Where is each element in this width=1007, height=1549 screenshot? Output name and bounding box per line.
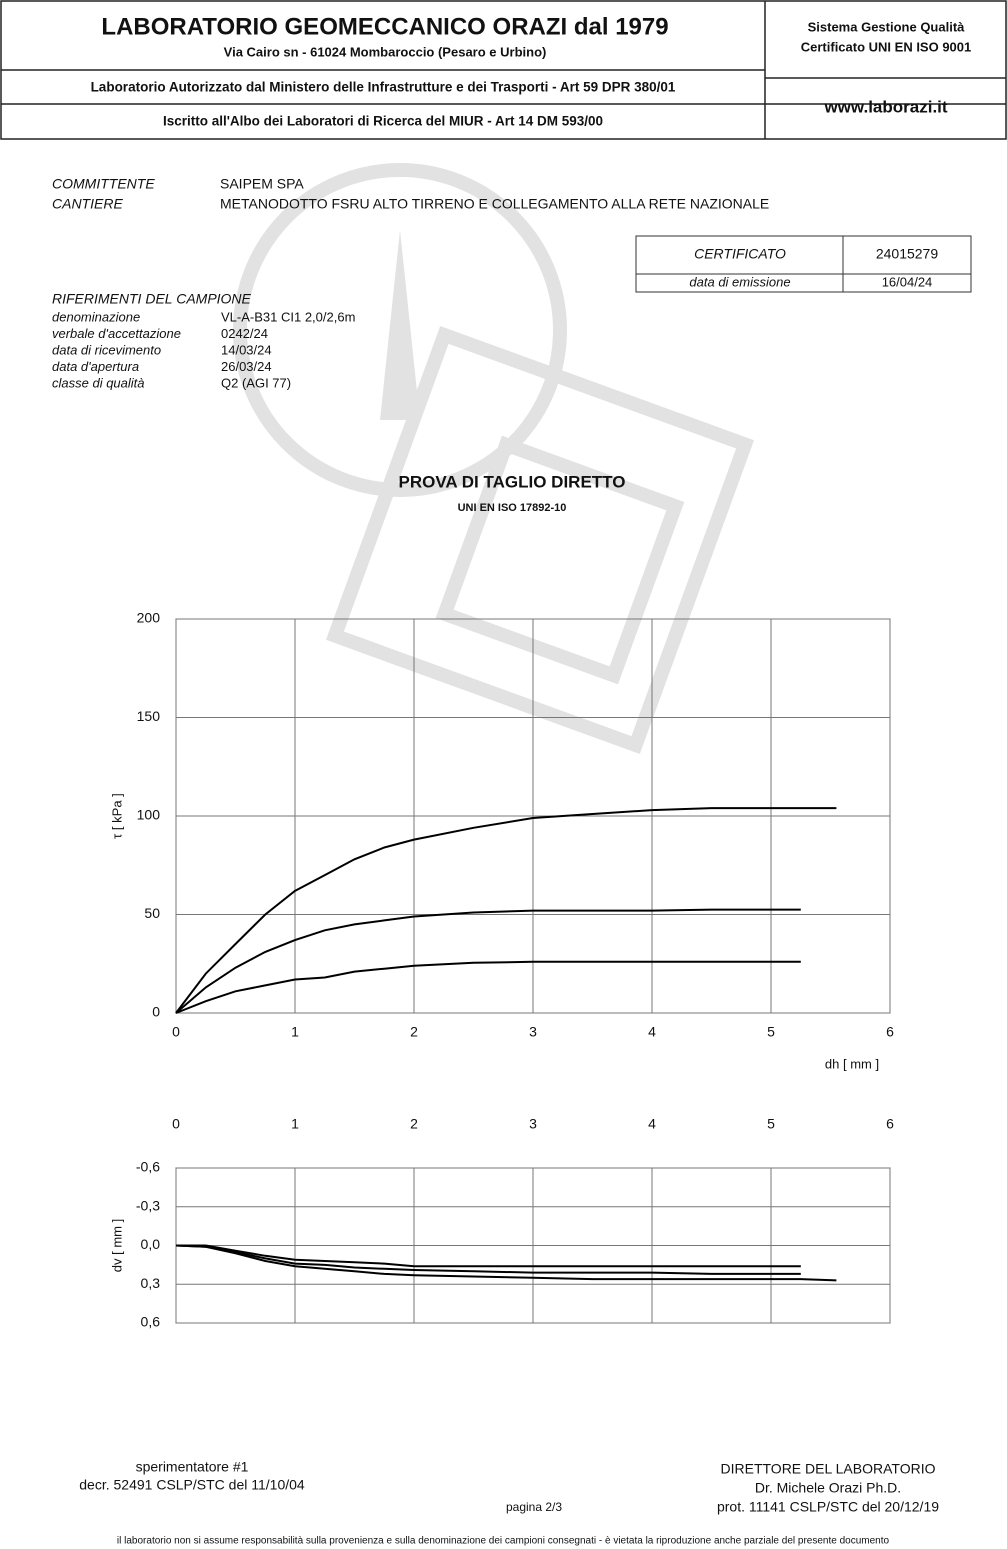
x-tick-label: 0 xyxy=(172,1116,180,1132)
director: Dr. Michele Orazi Ph.D. xyxy=(755,1480,901,1496)
lab-address: Via Cairo sn - 61024 Mombaroccio (Pesaro… xyxy=(224,44,547,59)
sample-label: classe di qualità xyxy=(52,375,145,390)
quality: Certificato UNI EN ISO 9001 xyxy=(801,39,972,54)
y-tick-label: 0,6 xyxy=(141,1314,161,1330)
sample-label: verbale d'accettazione xyxy=(52,326,181,341)
certificate-label: data di emissione xyxy=(689,274,790,289)
certificate-value: 24015279 xyxy=(876,246,939,262)
sample-value: VL-A-B31 CI1 2,0/2,6m xyxy=(221,309,355,324)
y-tick-label: -0,6 xyxy=(136,1159,160,1175)
watermark xyxy=(240,170,745,745)
x-tick-label: 6 xyxy=(886,1024,894,1040)
y-tick-label: 0,3 xyxy=(141,1275,161,1291)
x-tick-label: 4 xyxy=(648,1116,656,1132)
x-axis-label: dh [ mm ] xyxy=(825,1056,879,1071)
sample-label: denominazione xyxy=(52,309,140,324)
x-tick-label: 4 xyxy=(648,1024,656,1040)
x-tick-label: 6 xyxy=(886,1116,894,1132)
x-tick-label: 3 xyxy=(529,1024,537,1040)
disclaimer: il laboratorio non si assume responsabil… xyxy=(117,1536,890,1547)
page-number: pagina 2/3 xyxy=(506,1500,562,1514)
data-line xyxy=(176,1246,801,1267)
client-value: SAIPEM SPA xyxy=(220,176,304,192)
x-tick-label: 2 xyxy=(410,1116,418,1132)
y-tick-label: -0,3 xyxy=(136,1197,160,1213)
x-tick-label: 1 xyxy=(291,1116,299,1132)
y-tick-label: 0,0 xyxy=(141,1236,161,1252)
sample-block: RIFERIMENTI DEL CAMPIONE denominazione VL-… xyxy=(52,291,355,391)
sample-label: data di ricevimento xyxy=(52,342,161,357)
data-line xyxy=(176,1246,801,1274)
x-tick-label: 0 xyxy=(172,1024,180,1040)
director: DIRETTORE DEL LABORATORIO xyxy=(721,1461,936,1477)
test-standard: UNI EN ISO 17892-10 xyxy=(458,502,567,514)
certificate-label: CERTIFICATO xyxy=(694,246,786,262)
client-value: METANODOTTO FSRU ALTO TIRRENO E COLLEGAM… xyxy=(220,196,769,212)
data-line xyxy=(176,1246,836,1281)
quality: Sistema Gestione Qualità xyxy=(808,19,966,34)
y-axis-label: dv [ mm ] xyxy=(109,1219,124,1272)
y-tick-label: 0 xyxy=(152,1004,160,1020)
page: LABORATORIO GEOMECCANICO ORAZI dal 1979 … xyxy=(0,0,1007,1549)
x-tick-label: 5 xyxy=(767,1116,775,1132)
client-label: CANTIERE xyxy=(52,196,123,212)
sample-value: 0242/24 xyxy=(221,326,268,341)
sample-value: 14/03/24 xyxy=(221,342,272,357)
sample-value: Q2 (AGI 77) xyxy=(221,375,291,390)
x-tick-label: 1 xyxy=(291,1024,299,1040)
y-axis-label: τ [ kPa ] xyxy=(109,793,124,839)
authorization: Laboratorio Autorizzato dal Ministero de… xyxy=(91,80,676,95)
y-tick-label: 100 xyxy=(137,807,161,823)
test-title: PROVA DI TAGLIO DIRETTO xyxy=(399,472,626,491)
sample-heading: RIFERIMENTI DEL CAMPIONE xyxy=(52,291,252,307)
y-tick-label: 200 xyxy=(137,610,161,626)
director: prot. 11141 CSLP/STC del 20/12/19 xyxy=(717,1499,939,1515)
lab-title: LABORATORIO GEOMECCANICO ORAZI dal 1979 xyxy=(101,13,668,40)
client-label: COMMITTENTE xyxy=(52,176,155,192)
document: LABORATORIO GEOMECCANICO ORAZI dal 1979 … xyxy=(0,0,1007,1549)
website: www.laborazi.it xyxy=(823,97,947,116)
operator: sperimentatore #1 xyxy=(136,1459,249,1475)
x-tick-label: 2 xyxy=(410,1024,418,1040)
data-line xyxy=(176,962,801,1013)
sample-label: data d'apertura xyxy=(52,359,139,374)
x-tick-label: 5 xyxy=(767,1024,775,1040)
x-tick-label: 3 xyxy=(529,1116,537,1132)
y-tick-label: 50 xyxy=(144,905,160,921)
y-tick-label: 150 xyxy=(137,708,161,724)
operator: decr. 52491 CSLP/STC del 11/10/04 xyxy=(79,1477,305,1493)
sample-value: 26/03/24 xyxy=(221,359,272,374)
registration: Iscritto all'Albo dei Laboratori di Rice… xyxy=(163,114,603,129)
certificate-value: 16/04/24 xyxy=(882,274,933,289)
